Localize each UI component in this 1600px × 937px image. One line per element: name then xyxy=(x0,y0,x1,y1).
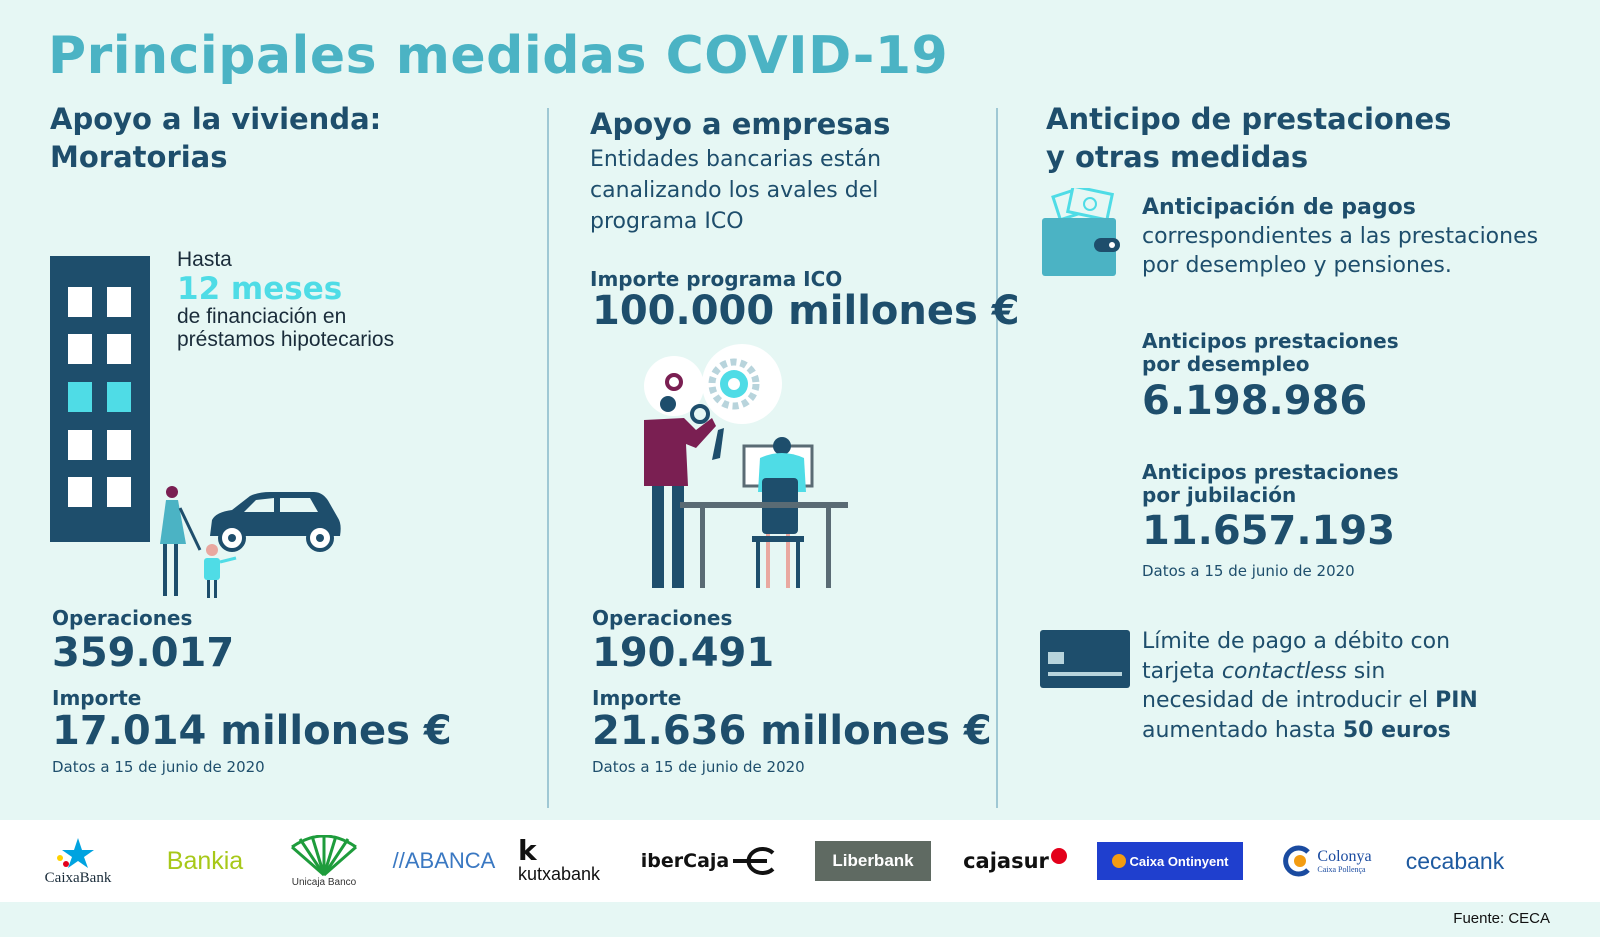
page-title: Principales medidas COVID-19 xyxy=(48,26,949,86)
anticipo-desempleo-value: 6.198.986 xyxy=(1142,378,1368,424)
kutxabank-text: kutxabank xyxy=(518,863,601,884)
anticipo-jubilacion-label-line1: Anticipos prestaciones xyxy=(1142,460,1399,484)
colonya-subtext: Caixa Pollença xyxy=(1317,864,1366,874)
anticipo-limite-line4a: aumentado hasta xyxy=(1142,717,1343,743)
wallet-icon xyxy=(1042,188,1120,276)
vivienda-importe-label: Importe xyxy=(52,686,142,710)
empresas-ico-label: Importe programa ICO xyxy=(590,267,843,291)
empresas-desc-line3: programa ICO xyxy=(590,209,744,234)
anticipo-limite-line2c: sin xyxy=(1346,658,1386,684)
ibercaja-logo: iberCaja xyxy=(636,820,786,902)
anticipo-jubilacion-label-line2: por jubilación xyxy=(1142,483,1297,507)
vivienda-importe-value: 17.014 millones € xyxy=(52,708,452,754)
caixa-ontinyent-logo: Caixa Ontinyent xyxy=(1096,822,1244,900)
kutxabank-k-icon: k xyxy=(518,833,537,867)
bankia-logo: Bankia xyxy=(150,820,260,902)
family-icon xyxy=(160,486,237,598)
cajasur-logo: cajasur xyxy=(956,820,1074,902)
unicaja-fan-icon xyxy=(291,834,357,876)
building-icon xyxy=(50,256,150,542)
liberbank-text: Liberbank xyxy=(832,851,914,870)
cajasur-text: cajasur xyxy=(963,849,1049,873)
vivienda-heading-line1: Apoyo a la vivienda: xyxy=(50,102,382,136)
vivienda-desc-line2: préstamos hipotecarios xyxy=(177,328,395,351)
caixa-ontinyent-dot-icon xyxy=(1111,854,1126,868)
empresas-operaciones-value: 190.491 xyxy=(592,630,775,676)
anticipo-limite-50-euros: 50 euros xyxy=(1342,717,1451,743)
anticipo-pagos-bold: Anticipación de pagos xyxy=(1142,195,1416,220)
empresas-desc-line1: Entidades bancarias están xyxy=(590,147,882,172)
anticipo-jubilacion-value: 11.657.193 xyxy=(1142,508,1396,554)
anticipo-desempleo-label-line2: por desempleo xyxy=(1142,352,1310,376)
vivienda-heading: Apoyo a la vivienda: Moratorias xyxy=(50,100,381,176)
vivienda-desc-line1: de financiación en xyxy=(177,305,347,328)
anticipo-limite-contactless: contactless xyxy=(1221,658,1347,684)
anticipo-limite-line3a: necesidad de introducir el xyxy=(1142,688,1436,713)
anticipo-limite-line1: Límite de pago a débito con xyxy=(1142,629,1451,654)
abanca-text: //ABANCA xyxy=(392,848,496,873)
bankia-text: Bankia xyxy=(166,846,244,875)
vivienda-operaciones-label: Operaciones xyxy=(52,606,193,630)
empresas-importe-value: 21.636 millones € xyxy=(592,708,992,754)
office-workers-icon xyxy=(644,396,848,588)
source-footer: Fuente: CECA xyxy=(1453,910,1550,927)
anticipo-limite: Límite de pago a débito con tarjeta cont… xyxy=(1142,627,1478,745)
column-divider-right xyxy=(996,108,998,808)
anticipo-limite-pin: PIN xyxy=(1435,688,1478,713)
kutxabank-logo: k kutxabank xyxy=(518,820,618,902)
vivienda-date: Datos a 15 de junio de 2020 xyxy=(52,758,265,776)
card-icon xyxy=(1040,630,1130,688)
caixabank-star-icon xyxy=(57,837,94,868)
liberbank-box: Liberbank xyxy=(815,841,931,881)
colonya-text: Colonya xyxy=(1317,847,1372,865)
liberbank-logo: Liberbank xyxy=(814,822,932,900)
anticipo-jubilacion-label: Anticipos prestaciones por jubilación xyxy=(1142,461,1399,507)
colonya-c-icon xyxy=(1283,845,1311,877)
anticipo-limite-line3: necesidad de introducir el PIN xyxy=(1142,686,1478,716)
ibercaja-symbol-icon xyxy=(733,847,775,875)
empresas-ico-value: 100.000 millones € xyxy=(592,288,1020,334)
gears-icon xyxy=(644,344,782,424)
caixa-ontinyent-text: Caixa Ontinyent xyxy=(1129,853,1229,869)
car-icon xyxy=(210,492,341,552)
abanca-logo: //ABANCA xyxy=(388,820,500,902)
vivienda-hasta: Hasta xyxy=(177,248,232,271)
anticipo-heading-line2: y otras medidas xyxy=(1046,140,1309,174)
unicaja-text: Unicaja Banco xyxy=(291,876,357,888)
vivienda-meses: 12 meses xyxy=(177,271,343,307)
colonya-text-group: Colonya Caixa Pollença xyxy=(1317,847,1372,874)
cecabank-logo: cecabank xyxy=(1396,820,1514,902)
vivienda-operaciones-value: 359.017 xyxy=(52,630,235,676)
anticipo-pagos: Anticipación de pagos correspondientes a… xyxy=(1142,193,1538,280)
cecabank-text: cecabank xyxy=(1405,847,1505,874)
ibercaja-text: iberCaja xyxy=(640,850,730,872)
empresas-date: Datos a 15 de junio de 2020 xyxy=(592,758,805,776)
caixa-ontinyent-box: Caixa Ontinyent xyxy=(1097,842,1243,880)
anticipo-pagos-line3: por desempleo y pensiones. xyxy=(1142,253,1452,278)
anticipo-limite-line4: aumentado hasta 50 euros xyxy=(1142,716,1478,746)
empresas-heading: Apoyo a empresas xyxy=(590,107,891,141)
column-divider-left xyxy=(547,108,549,808)
caixabank-logo: CaixaBank xyxy=(28,820,128,902)
empresas-operaciones-label: Operaciones xyxy=(592,606,733,630)
empresas-desc-line2: canalizando los avales del xyxy=(590,178,879,203)
caixabank-text: CaixaBank xyxy=(44,869,112,886)
anticipo-limite-line2a: tarjeta xyxy=(1142,658,1222,684)
anticipo-pagos-line2: correspondientes a las prestaciones xyxy=(1142,224,1539,249)
cajasur-k-icon xyxy=(1050,848,1067,864)
colonya-logo: Colonya Caixa Pollença xyxy=(1272,820,1380,902)
anticipo-limite-line2: tarjeta contactless sin xyxy=(1142,657,1478,687)
anticipo-date: Datos a 15 de junio de 2020 xyxy=(1142,562,1355,580)
bank-logos-strip: CaixaBank Bankia Unicaja Banco //ABANCA … xyxy=(0,820,1600,902)
vivienda-heading-line2: Moratorias xyxy=(50,140,228,174)
anticipo-heading-line1: Anticipo de prestaciones xyxy=(1046,102,1452,136)
anticipo-desempleo-label: Anticipos prestaciones por desempleo xyxy=(1142,330,1399,376)
empresas-desc: Entidades bancarias están canalizando lo… xyxy=(590,144,881,237)
empresas-importe-label: Importe xyxy=(592,686,682,710)
unicaja-logo: Unicaja Banco xyxy=(278,820,370,902)
anticipo-heading: Anticipo de prestaciones y otras medidas xyxy=(1046,100,1451,176)
anticipo-desempleo-label-line1: Anticipos prestaciones xyxy=(1142,329,1399,353)
